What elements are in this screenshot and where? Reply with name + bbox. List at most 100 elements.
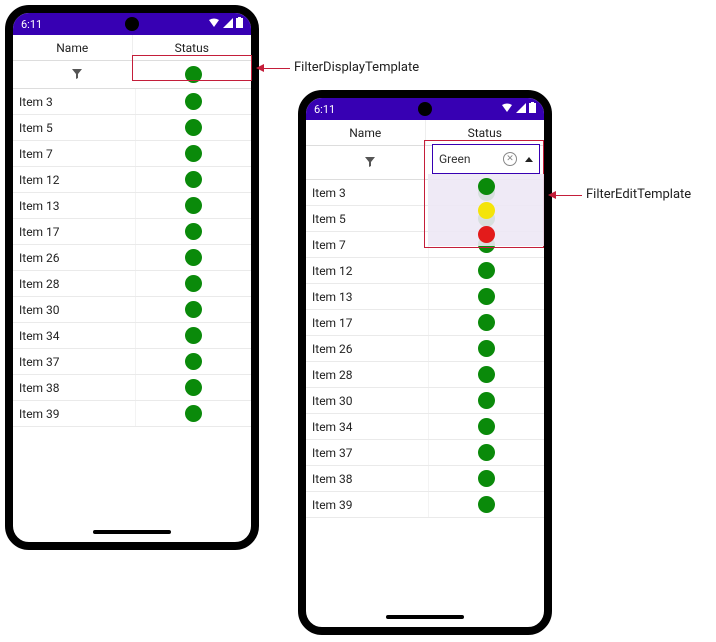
- table-row[interactable]: Item 13: [306, 284, 544, 310]
- filter-edit-combobox[interactable]: Green ✕: [432, 144, 540, 174]
- status-dot: [185, 119, 202, 136]
- status-icons: [501, 102, 536, 116]
- cell-status: [429, 466, 545, 491]
- status-dot: [478, 178, 495, 195]
- callout-arrow: [264, 68, 290, 69]
- callout-label-display: FilterDisplayTemplate: [294, 60, 419, 75]
- cell-status: [429, 440, 545, 465]
- table-row[interactable]: Item 28: [306, 362, 544, 388]
- status-dot: [478, 340, 495, 357]
- cell-name: Item 39: [13, 401, 136, 426]
- android-nav-bar: [13, 522, 251, 542]
- table-row[interactable]: Item 3: [13, 89, 251, 115]
- header-name[interactable]: Name: [306, 120, 426, 145]
- status-dot: [478, 314, 495, 331]
- cell-status: [429, 388, 545, 413]
- cell-name: Item 38: [13, 375, 136, 400]
- phone-left: 6:11 Name Status Item 3Item 5Item 7Ite: [5, 5, 259, 550]
- cell-name: Item 28: [306, 362, 429, 387]
- status-dot: [185, 379, 202, 396]
- clear-icon[interactable]: ✕: [503, 152, 517, 166]
- cell-status: [429, 362, 545, 387]
- cell-name: Item 17: [13, 219, 136, 244]
- cell-name: Item 5: [13, 115, 136, 140]
- table-row[interactable]: Item 30: [306, 388, 544, 414]
- cell-status: [429, 284, 545, 309]
- table-row[interactable]: Item 37: [306, 440, 544, 466]
- table-row[interactable]: Item 39: [306, 492, 544, 518]
- cell-status: [136, 219, 252, 244]
- cell-name: Item 39: [306, 492, 429, 517]
- chevron-up-icon[interactable]: [525, 157, 533, 162]
- cell-name: Item 3: [13, 89, 136, 114]
- status-dot: [185, 275, 202, 292]
- cell-name: Item 26: [13, 245, 136, 270]
- arrow-head-icon: [256, 64, 264, 72]
- table-row[interactable]: Item 28: [13, 271, 251, 297]
- status-dot: [185, 249, 202, 266]
- filter-cell-name[interactable]: [13, 61, 135, 88]
- cell-status: [136, 271, 252, 296]
- table-row[interactable]: Item 26: [306, 336, 544, 362]
- cell-name: Item 38: [306, 466, 429, 491]
- filter-display-dot: [185, 66, 202, 83]
- table-row[interactable]: Item 37: [13, 349, 251, 375]
- cell-name: Item 5: [306, 206, 429, 231]
- cell-name: Item 7: [306, 232, 429, 257]
- status-dot: [478, 418, 495, 435]
- table-row[interactable]: Item 38: [306, 466, 544, 492]
- dropdown-option[interactable]: [428, 198, 544, 222]
- status-time: 6:11: [314, 103, 335, 116]
- cell-status: [136, 323, 252, 348]
- header-status[interactable]: Status: [426, 120, 545, 145]
- filter-cell-status[interactable]: [135, 61, 251, 88]
- grid-header-row: Name Status: [13, 35, 251, 61]
- filter-icon: [364, 153, 376, 172]
- cell-name: Item 12: [306, 258, 429, 283]
- table-row[interactable]: Item 12: [13, 167, 251, 193]
- status-dot: [185, 353, 202, 370]
- dropdown-option[interactable]: [428, 222, 544, 246]
- cell-name: Item 30: [306, 388, 429, 413]
- table-row[interactable]: Item 17: [13, 219, 251, 245]
- cell-status: [136, 141, 252, 166]
- cell-name: Item 37: [13, 349, 136, 374]
- cell-name: Item 3: [306, 180, 429, 205]
- cell-status: [136, 115, 252, 140]
- table-row[interactable]: Item 12: [306, 258, 544, 284]
- nav-pill: [386, 615, 464, 619]
- status-icons: [208, 17, 243, 31]
- table-row[interactable]: Item 26: [13, 245, 251, 271]
- header-name[interactable]: Name: [13, 35, 133, 60]
- cell-name: Item 34: [13, 323, 136, 348]
- status-dot: [478, 202, 495, 219]
- cell-name: Item 34: [306, 414, 429, 439]
- cell-status: [429, 310, 545, 335]
- cell-name: Item 13: [306, 284, 429, 309]
- cell-name: Item 12: [13, 167, 136, 192]
- cell-name: Item 26: [306, 336, 429, 361]
- status-dot: [478, 470, 495, 487]
- status-dot: [478, 444, 495, 461]
- cell-status: [136, 167, 252, 192]
- cell-status: [136, 349, 252, 374]
- table-row[interactable]: Item 5: [13, 115, 251, 141]
- android-nav-bar: [306, 607, 544, 627]
- table-row[interactable]: Item 39: [13, 401, 251, 427]
- dropdown-option[interactable]: [428, 174, 544, 198]
- filter-cell-status[interactable]: Green ✕: [428, 146, 544, 179]
- status-dot: [478, 226, 495, 243]
- table-row[interactable]: Item 13: [13, 193, 251, 219]
- table-row[interactable]: Item 7: [13, 141, 251, 167]
- header-status[interactable]: Status: [133, 35, 252, 60]
- status-dot: [478, 366, 495, 383]
- table-row[interactable]: Item 17: [306, 310, 544, 336]
- cell-name: Item 13: [13, 193, 136, 218]
- filter-cell-name[interactable]: [306, 146, 428, 179]
- cell-status: [429, 414, 545, 439]
- table-row[interactable]: Item 34: [306, 414, 544, 440]
- cell-status: [429, 258, 545, 283]
- table-row[interactable]: Item 38: [13, 375, 251, 401]
- table-row[interactable]: Item 34: [13, 323, 251, 349]
- table-row[interactable]: Item 30: [13, 297, 251, 323]
